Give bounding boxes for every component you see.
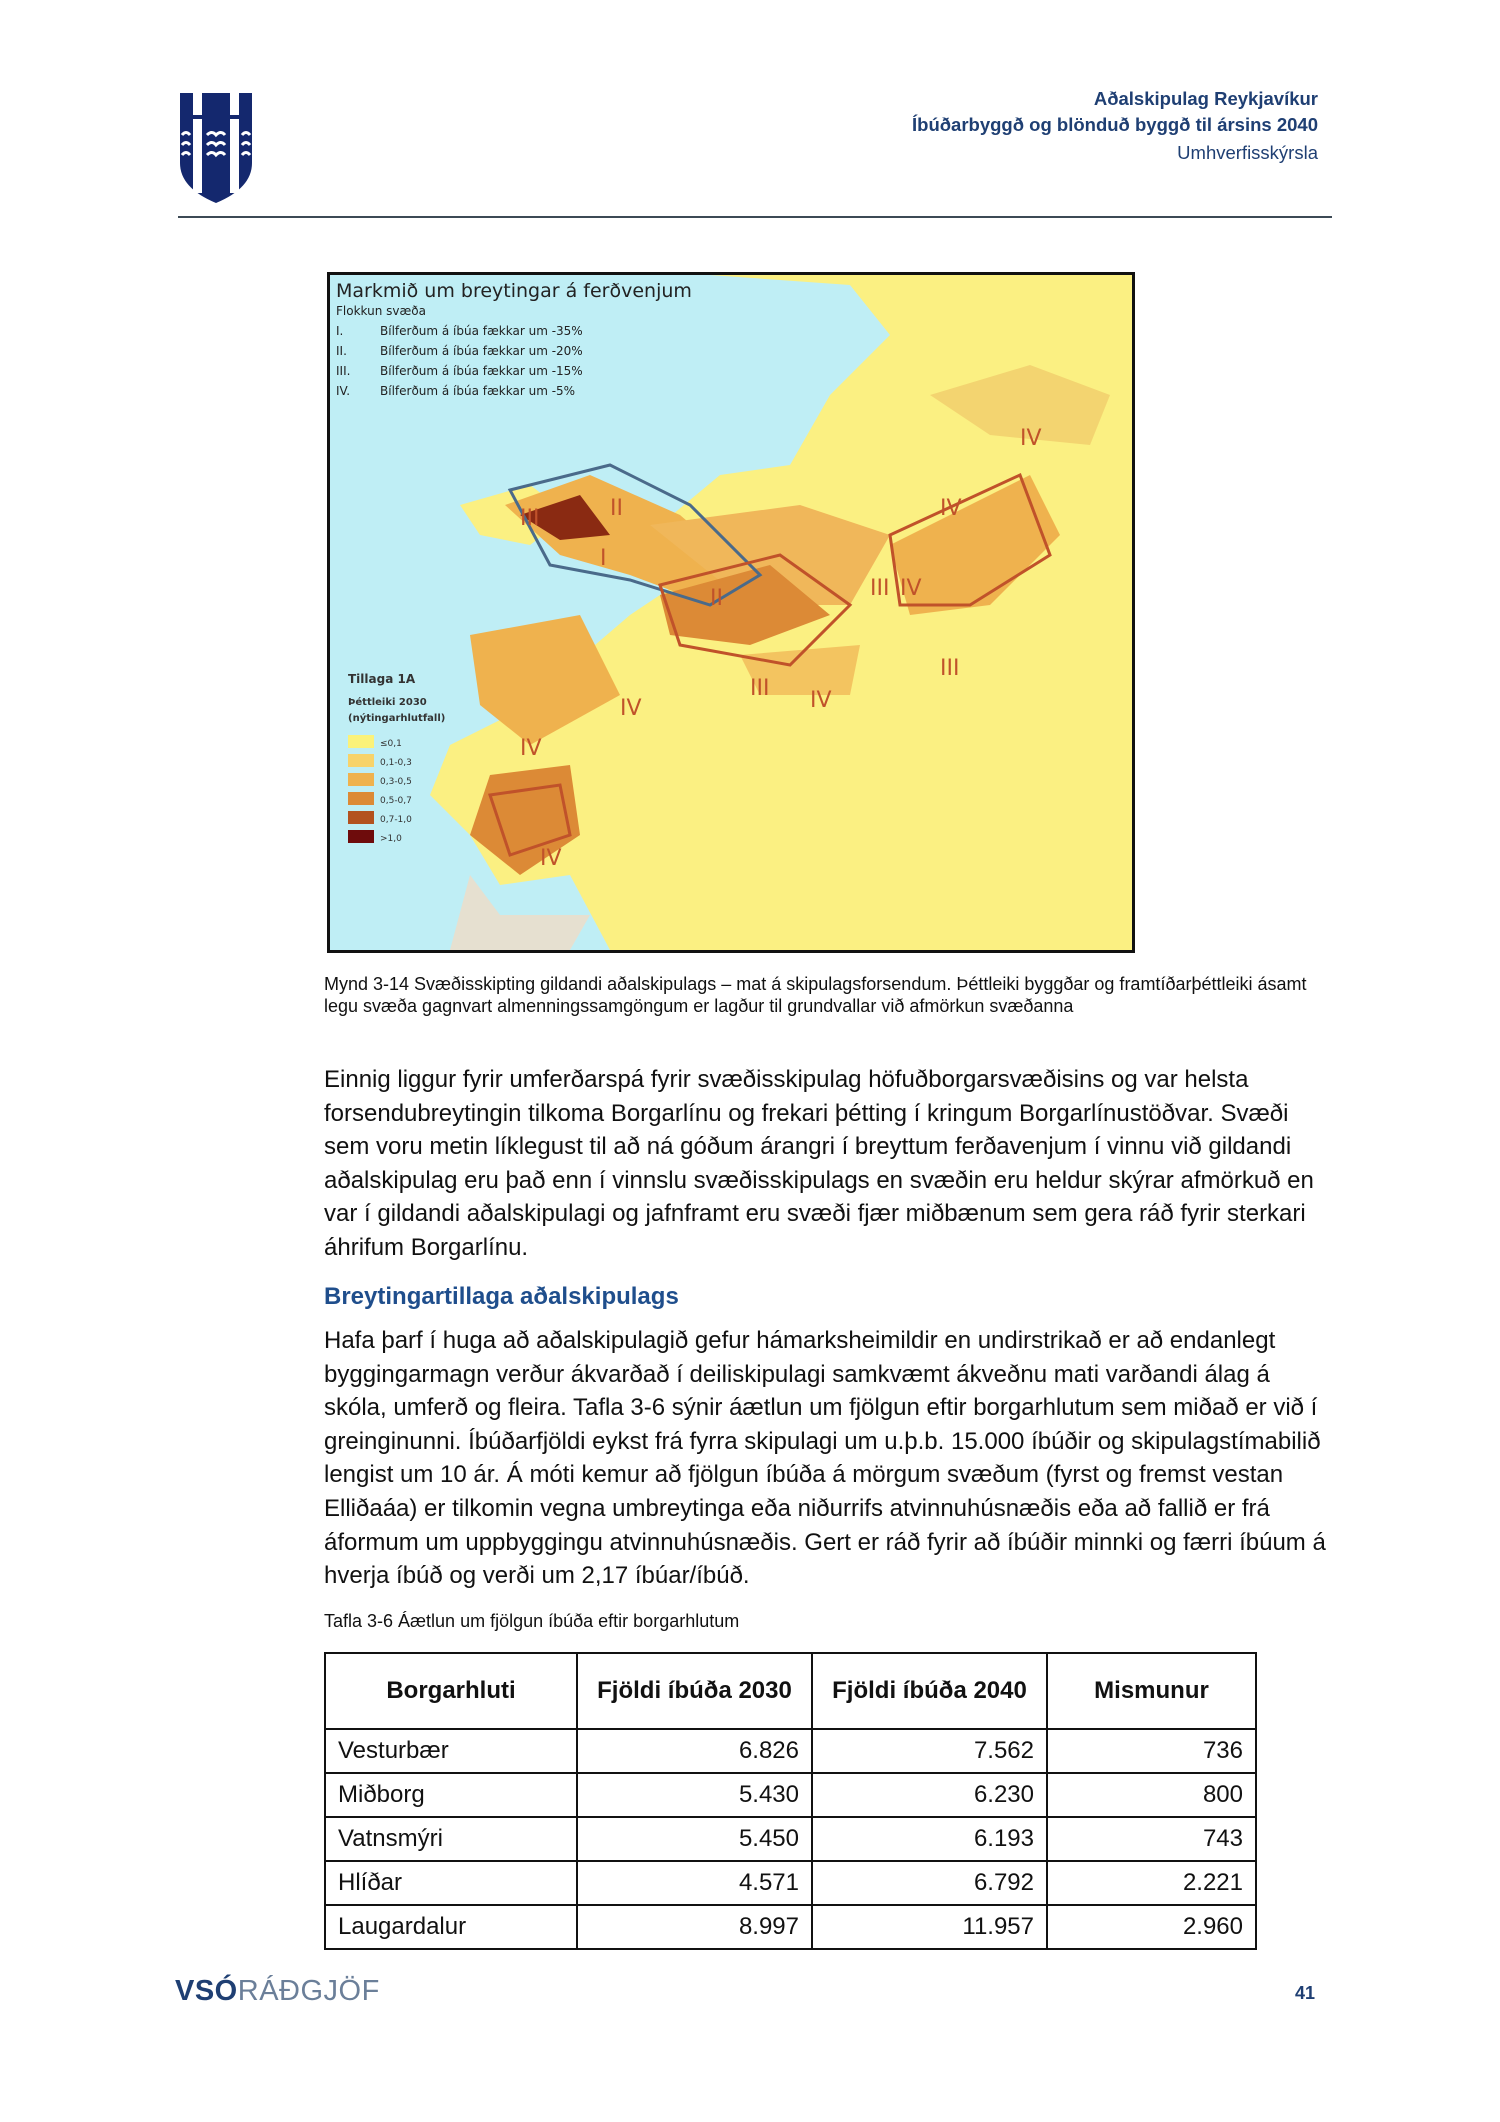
header-divider — [178, 216, 1332, 218]
map-classification-legend: Markmið um breytingar á ferðvenjum Flokk… — [336, 280, 692, 398]
class-text: Bílferðum á íbúa fækkar um -5% — [380, 384, 575, 398]
zone-label: IV — [620, 696, 642, 721]
district-cell: Vesturbær — [324, 1728, 578, 1774]
value-cell: 7.562 — [811, 1728, 1048, 1774]
value-cell: 6.792 — [811, 1860, 1048, 1906]
legend-label: ≤0,1 — [380, 739, 402, 749]
value-cell: 2.960 — [1046, 1904, 1257, 1950]
table-caption: Tafla 3-6 Áætlun um fjölgun íbúða eftir … — [324, 1611, 740, 1631]
density-zones — [470, 475, 1060, 875]
document-subtitle: Umhverfisskýrsla — [1177, 142, 1318, 163]
value-cell: 5.450 — [576, 1816, 813, 1862]
column-header: Mismunur — [1046, 1652, 1257, 1730]
district-cell: Hlíðar — [324, 1860, 578, 1906]
zone-label: II — [610, 496, 623, 521]
table-row: Vesturbær 6.826 7.562 736 — [324, 1728, 1257, 1774]
class-text: Bílferðum á íbúa fækkar um -15% — [380, 364, 583, 378]
district-cell: Miðborg — [324, 1772, 578, 1818]
zone-label: IV — [810, 688, 832, 713]
zone-label: IV — [540, 846, 562, 871]
reykjavik-coat-of-arms-logo — [180, 93, 252, 203]
value-cell: 736 — [1046, 1728, 1257, 1774]
column-header: Fjöldi íbúða 2040 — [811, 1652, 1048, 1730]
table-row: Hlíðar 4.571 6.792 2.221 — [324, 1860, 1257, 1906]
class-num: III. — [336, 364, 350, 378]
zone-label: III — [940, 656, 959, 681]
legend-label: 0,7-1,0 — [380, 815, 412, 825]
legend-label: 0,3-0,5 — [380, 777, 412, 787]
section-heading: Breytingartillaga aðalskipulags — [324, 1283, 679, 1310]
value-cell: 11.957 — [811, 1904, 1048, 1950]
legend-label: 0,5-0,7 — [380, 796, 412, 806]
legend-swatch — [348, 773, 374, 786]
zone-label: III — [870, 576, 889, 601]
zone-label: IV — [940, 496, 962, 521]
brand-bold: VSÓ — [175, 1975, 238, 2007]
map-subtitle: Flokkun svæða — [336, 304, 426, 318]
class-text: Bílferðum á íbúa fækkar um -20% — [380, 344, 583, 358]
district-cell: Vatnsmýri — [324, 1816, 578, 1862]
brand-light: RÁÐGJÖF — [237, 1975, 380, 2007]
body-paragraph: Einnig liggur fyrir umferðarspá fyrir sv… — [324, 1066, 1314, 1261]
table-row: Miðborg 5.430 6.230 800 — [324, 1772, 1257, 1818]
class-num: II. — [336, 344, 347, 358]
page-number: 41 — [1294, 1983, 1315, 2003]
column-header: Borgarhluti — [324, 1652, 578, 1730]
zone-label: I — [600, 546, 607, 571]
column-header: Fjöldi íbúða 2030 — [576, 1652, 813, 1730]
legend-swatch — [348, 830, 374, 843]
zone-label: IV — [900, 576, 922, 601]
table-header-row: Borgarhluti Fjöldi íbúða 2030 Fjöldi íbú… — [324, 1652, 1257, 1730]
legend-title: Tillaga 1A — [348, 672, 416, 686]
value-cell: 5.430 — [576, 1772, 813, 1818]
value-cell: 8.997 — [576, 1904, 813, 1950]
class-num: IV. — [336, 384, 350, 398]
legend-label: 0,1-0,3 — [380, 758, 412, 768]
value-cell: 2.221 — [1046, 1860, 1257, 1906]
value-cell: 6.230 — [811, 1772, 1048, 1818]
legend-subtitle: Þéttleiki 2030 — [348, 696, 427, 708]
legend-swatch — [348, 754, 374, 767]
zone-label: III — [520, 506, 539, 531]
value-cell: 743 — [1046, 1816, 1257, 1862]
zoning-map-figure: Markmið um breytingar á ferðvenjum Flokk… — [327, 272, 1135, 953]
class-num: I. — [336, 324, 343, 338]
zone-label: IV — [1020, 426, 1042, 451]
zone-label: II — [710, 586, 723, 611]
legend-swatch — [348, 792, 374, 805]
map-title: Markmið um breytingar á ferðvenjum — [336, 280, 692, 302]
zone-label: IV — [520, 736, 542, 761]
figure-caption: Mynd 3-14 Svæðisskipting gildandi aðalsk… — [324, 974, 1307, 1016]
legend-swatch — [348, 811, 374, 824]
value-cell: 6.193 — [811, 1816, 1048, 1862]
zone-label: III — [750, 676, 769, 701]
zone-boundaries — [488, 463, 1052, 857]
legend-label: >1,0 — [380, 834, 402, 844]
density-legend: Tillaga 1A Þéttleiki 2030 (nýtingarhlutf… — [348, 672, 445, 844]
document-title: Íbúðarbyggð og blönduð byggð til ársins … — [912, 114, 1318, 135]
document-series-title: Aðalskipulag Reykjavíkur — [1093, 88, 1318, 109]
value-cell: 4.571 — [576, 1860, 813, 1906]
legend-unit: (nýtingarhlutfall) — [348, 712, 445, 724]
legend-swatch — [348, 735, 374, 748]
vso-radgjof-logo: VSÓRÁÐGJÖF — [175, 1975, 380, 2008]
class-text: Bílferðum á íbúa fækkar um -35% — [380, 324, 583, 338]
table-row: Laugardalur 8.997 11.957 2.960 — [324, 1904, 1257, 1950]
district-cell: Laugardalur — [324, 1904, 578, 1950]
body-paragraph: Hafa þarf í huga að aðalskipulagið gefur… — [324, 1327, 1326, 1590]
value-cell: 800 — [1046, 1772, 1257, 1818]
table-row: Vatnsmýri 5.450 6.193 743 — [324, 1816, 1257, 1862]
value-cell: 6.826 — [576, 1728, 813, 1774]
dwelling-forecast-table: Borgarhluti Fjöldi íbúða 2030 Fjöldi íbú… — [324, 1652, 1257, 1950]
